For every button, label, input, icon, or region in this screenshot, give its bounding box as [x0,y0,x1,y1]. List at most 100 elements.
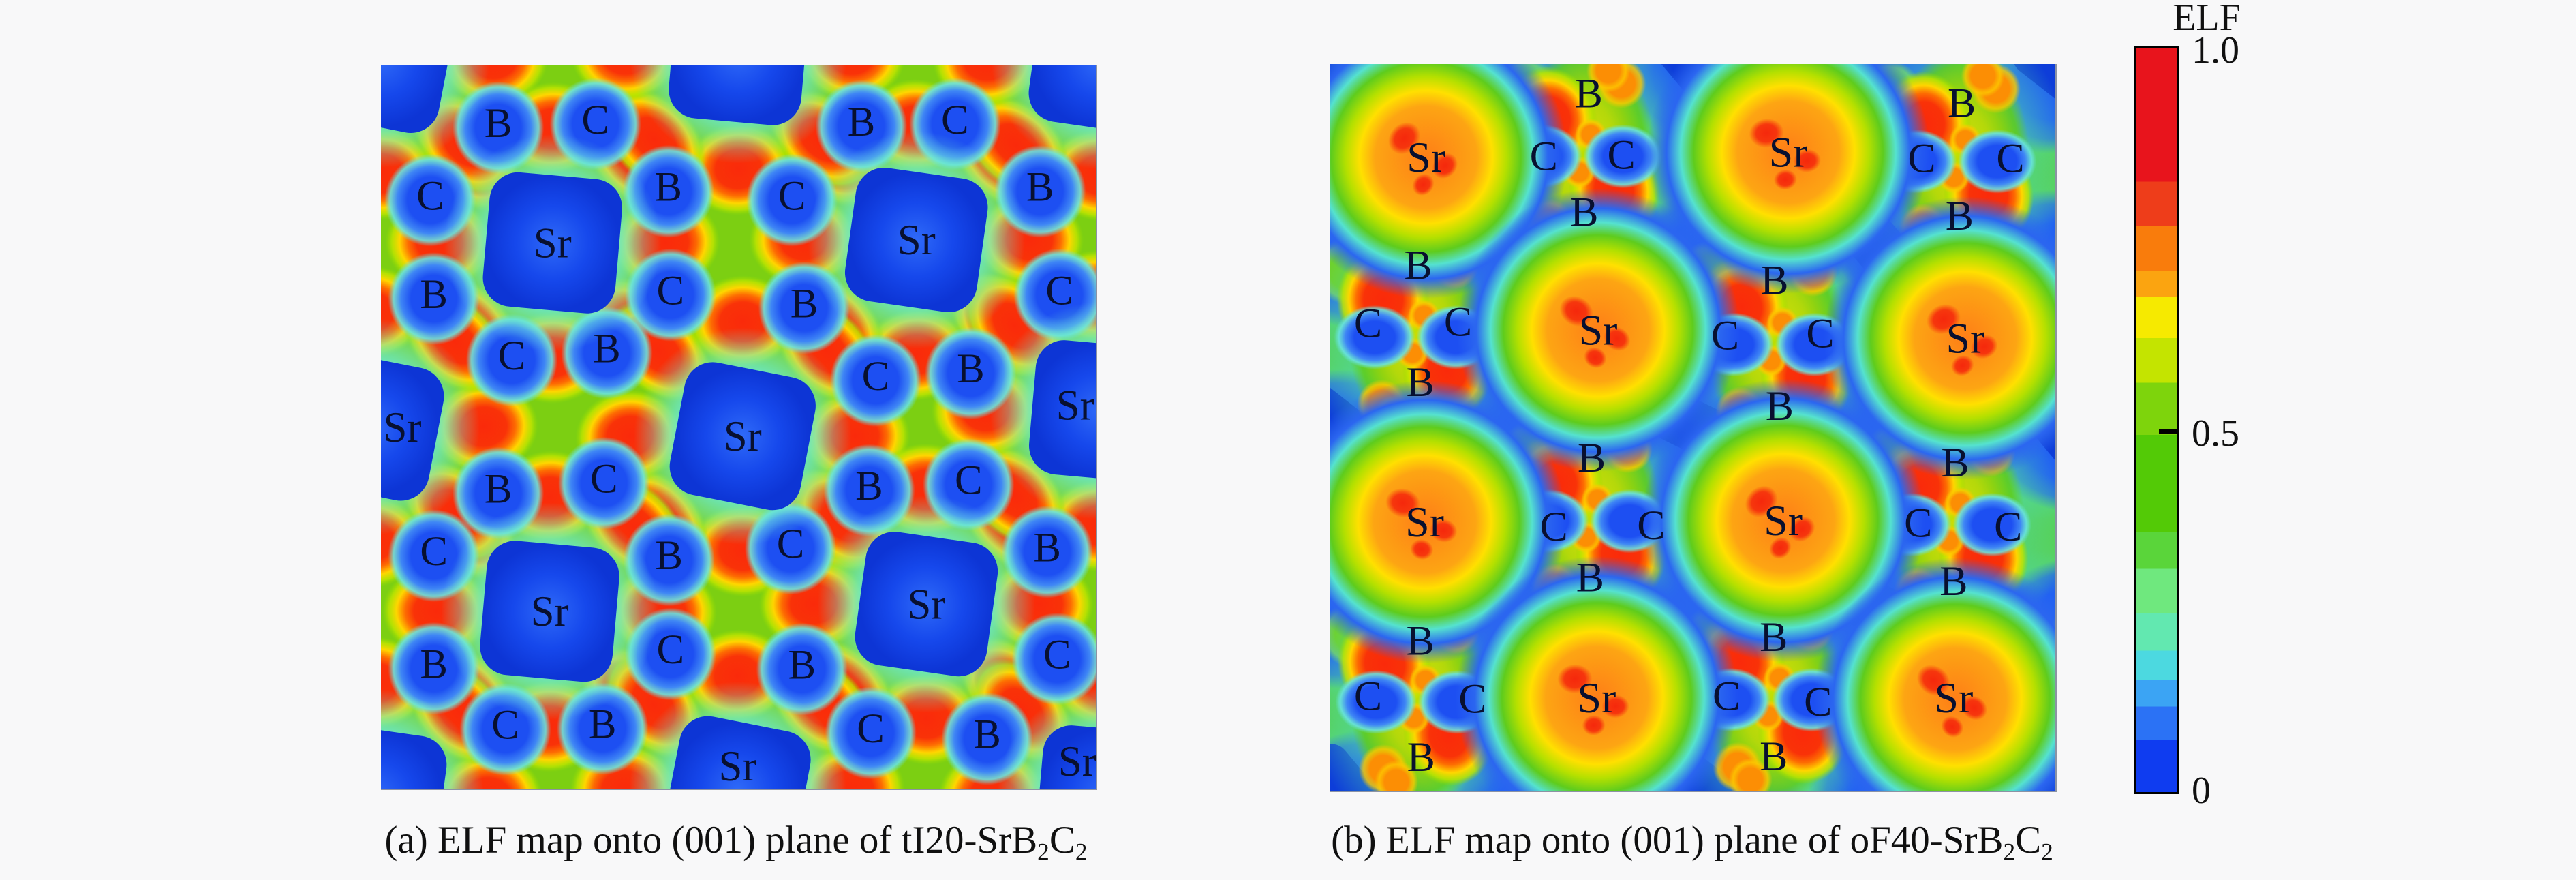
atom-label-C: C [581,97,609,143]
atom-label-Sr: Sr [531,588,569,635]
orange-dot [1728,758,1773,791]
atom-label-B: B [848,99,876,145]
c-atom-basin [1011,612,1096,705]
atom-label-B: B [1026,164,1054,210]
sr-core-red-spot [1793,149,1821,172]
atom-label-C: C [1806,310,1834,356]
caption-panel-b: (b) ELF map onto (001) plane of oF40-SrB… [1331,818,2053,866]
atom-label-C: C [941,97,969,143]
caption-text: C [2015,819,2042,862]
atom-label-C: C [955,457,983,503]
atom-label-B: B [1939,558,1967,605]
atom-label-B: B [593,325,621,371]
atom-label-Sr: Sr [898,216,936,264]
colorbar-title: ELF [2173,0,2241,39]
sr-core-red-spot [1432,153,1458,179]
atom-label-Sr: Sr [718,742,756,789]
atom-label-Sr: Sr [1769,127,1808,176]
atom-label-C: C [1354,673,1382,719]
sr-core-red-spot [1916,665,1950,696]
sr-basin-square [482,172,622,314]
sr-core-red-spot [1749,118,1784,148]
atom-label-B: B [1407,618,1435,664]
sr-core-red-spot [1773,169,1797,190]
sr-basin-square [664,716,811,789]
sr-core-red-spot [1604,327,1631,351]
atom-label-Sr: Sr [907,580,945,628]
atom-label-B: B [654,164,682,210]
atom-label-Sr: Sr [1405,498,1444,546]
colorbar-tick-label-0: 0 [2192,769,2211,812]
atom-label-B: B [1760,258,1788,304]
sr-basin-square [855,532,998,677]
atom-label-C: C [862,352,890,399]
sr-basin-square [1029,340,1096,482]
atom-label-B: B [957,346,985,392]
sr-core-red-spot [1941,716,1964,738]
c-atom-basin [825,686,917,780]
atom-label-Sr: Sr [1934,673,1973,722]
atom-label-C: C [1539,504,1567,550]
atom-label-B: B [855,463,883,509]
atom-label-C: C [1711,313,1739,359]
atom-label-B: B [1760,614,1788,661]
caption-text: (b) ELF map onto (001) plane of oF40-SrB [1331,819,2004,862]
c-atom-basin [1334,305,1415,369]
atom-label-C: C [1444,299,1472,345]
atom-label-Sr: Sr [534,219,572,267]
atom-label-B: B [1948,80,1976,127]
atom-label-C: C [1043,631,1071,678]
caption-subscript: 2 [2041,838,2053,865]
atom-label-C: C [1713,673,1741,719]
sr-core-red-spot [1385,488,1420,518]
atom-label-C: C [1530,133,1558,179]
sr-core-red-spot [1559,296,1593,327]
sr-core-red-spot [1970,335,1998,359]
atom-label-C: C [498,333,526,379]
atom-label-B: B [1033,524,1061,571]
sr-core-red-spot [1582,715,1606,735]
sr-basin-square [1036,725,1096,789]
atom-label-Sr: Sr [383,404,421,451]
sr-basin-square [381,352,444,501]
orange-dot [1586,64,1630,93]
atom-label-B: B [655,532,683,579]
atom-label-B: B [1407,734,1435,780]
atom-label-C: C [1354,301,1382,347]
atom-label-C: C [777,521,805,567]
caption-subscript: 2 [1075,838,1088,865]
atom-label-B: B [1407,359,1435,406]
atom-label-Sr: Sr [1058,737,1096,785]
sr-core-red-spot [1557,664,1593,694]
atom-label-C: C [1996,136,2024,182]
atom-label-Sr: Sr [724,412,762,460]
orange-dot [1375,760,1418,791]
sr-core-red-spot [1950,355,1974,376]
c-atom-basin [1583,124,1662,189]
atom-label-B: B [485,466,512,512]
caption-text: C [1049,819,1075,862]
atom-label-B: B [1941,440,1969,486]
colorbar-tick-label-0.5: 0.5 [2192,412,2239,455]
atom-label-C: C [590,455,618,502]
sr-basin-square [669,362,816,511]
sr-bullseye [1824,196,2055,480]
atom-label-C: C [1994,504,2022,550]
atom-label-Sr: Sr [1946,314,1985,362]
atom-label-B: B [1404,242,1432,288]
atom-label-B: B [1570,189,1598,235]
atom-label-B: B [788,641,816,688]
c-atom-basin [1335,670,1417,734]
colorbar [2134,46,2179,794]
sr-basin-square [480,541,619,682]
sr-core-red-spot [1769,537,1792,559]
atom-label-C: C [1804,679,1832,725]
atom-label-B: B [1946,193,1974,239]
atom-label-C: C [1045,267,1073,314]
atom-label-B: B [791,280,818,327]
atom-label-B: B [1575,71,1603,117]
atom-label-B: B [1578,435,1606,481]
sr-basin-square [844,167,988,313]
